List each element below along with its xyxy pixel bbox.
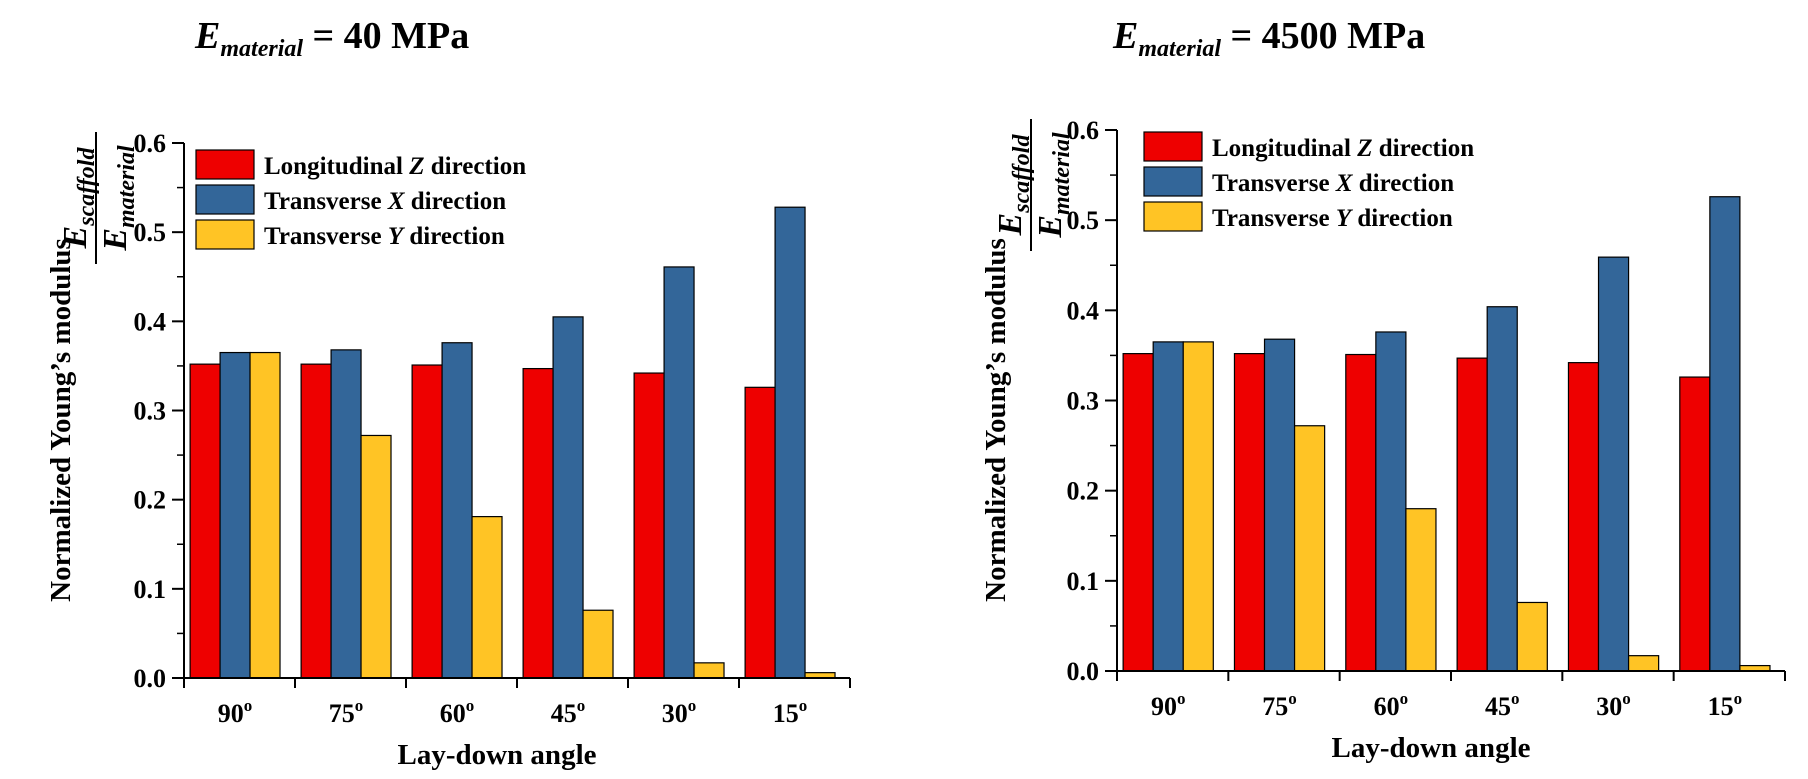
bar-z-75 [300,363,332,679]
bar-x-90 [1152,341,1184,672]
x-axis-label: Lay-down angle [1331,732,1530,764]
y-tick-label: 0.6 [1067,116,1100,145]
legend-swatch [1143,131,1203,162]
legend-entry: Transverse X direction [1212,170,1454,197]
fraction-denominator: Ematerial [97,145,140,252]
legend-swatch [195,219,255,250]
bar-x-15 [1709,196,1741,672]
bar-z-60 [1345,353,1377,672]
legend-swatch [1143,166,1203,197]
bar-y-90 [1182,341,1214,672]
bar-y-45 [1516,601,1548,672]
bar-z-15 [744,386,776,679]
bar-x-60 [1375,331,1407,672]
bar-z-30 [1567,362,1600,672]
fraction-numerator: Escaffold [992,134,1035,237]
fraction-numerator: Escaffold [57,147,100,250]
bar-x-90 [219,351,251,679]
legend-entry: Transverse Y direction [1212,205,1453,232]
x-tick-label: 90o [1151,689,1186,721]
legend-swatch [195,149,255,180]
x-tick-label: 45o [551,696,586,728]
legend-entry: Longitudinal Z direction [1212,135,1474,162]
y-tick-label: 0.4 [134,307,167,336]
bar-y-30 [1627,655,1660,672]
y-tick-label: 0.0 [134,664,167,693]
bar-z-75 [1233,353,1266,672]
bar-y-90 [249,351,281,679]
bar-z-90 [1122,353,1154,672]
x-tick-label: 75o [1262,689,1297,721]
bar-x-75 [330,349,362,679]
legend-entry: Longitudinal Z direction [264,153,526,180]
bar-z-90 [189,363,221,679]
y-axis-label: Normalized Young’s modulus [980,238,1012,602]
bar-x-30 [663,266,695,679]
y-tick-label: 0.0 [1067,657,1100,686]
y-tick-label: 0.6 [134,129,167,158]
bar-y-75 [1293,425,1326,672]
legend-entry: Transverse Y direction [264,223,505,250]
x-tick-label: 75o [329,696,364,728]
bar-x-45 [1486,306,1518,672]
chart-title: Ematerial = 4500 MPa [1112,15,1425,62]
bar-y-45 [582,609,614,679]
legend-swatch [1143,201,1203,232]
y-tick-label: 0.1 [134,575,167,604]
bar-x-30 [1597,256,1630,672]
bar-y-60 [1405,508,1437,672]
fraction-denominator: Ematerial [1032,132,1075,239]
y-tick-label: 0.1 [1067,567,1100,596]
bar-x-45 [552,316,584,679]
chart-panel-2: Ematerial = 4500 MPa 0.0 0.1 0.2 0.3 0.4 0.5 0.… [980,15,1786,764]
bar-z-15 [1679,376,1711,672]
bar-z-30 [633,372,665,679]
x-tick-label: 90o [218,696,253,728]
y-tick-label: 0.2 [1067,477,1100,506]
x-tick-label: 30o [662,696,697,728]
bar-z-45 [522,367,554,679]
chart-title: Ematerial = 40 MPa [194,15,469,62]
bar-z-45 [1456,357,1488,672]
legend-entry: Transverse X direction [264,188,506,215]
x-tick-label: 30o [1596,689,1631,721]
bar-y-60 [471,516,503,679]
x-tick-label: 15o [1708,689,1743,721]
x-tick-label: 60o [440,696,475,728]
x-tick-label: 45o [1485,689,1520,721]
bar-x-60 [441,342,473,679]
y-tick-label: 0.5 [134,218,167,247]
bar-y-75 [360,434,392,679]
x-axis-label: Lay-down angle [397,739,596,771]
bar-y-30 [693,662,725,679]
y-axis-label: Normalized Young’s modulus [45,238,77,602]
x-tick-label: 60o [1374,689,1409,721]
y-tick-label: 0.3 [1067,387,1100,416]
chart-panel-1: Ematerial = 40 MPa 0.0 0.1 0.2 0.3 0.4 0.5 0.6 9… [45,15,851,771]
bar-x-75 [1263,338,1296,672]
bar-x-15 [774,206,806,679]
y-tick-label: 0.4 [1067,296,1100,325]
y-tick-label: 0.5 [1067,206,1100,235]
legend-swatch [195,184,255,215]
x-tick-label: 15o [773,696,808,728]
y-tick-label: 0.3 [134,397,167,426]
bar-z-60 [411,364,443,679]
y-tick-label: 0.2 [134,486,167,515]
